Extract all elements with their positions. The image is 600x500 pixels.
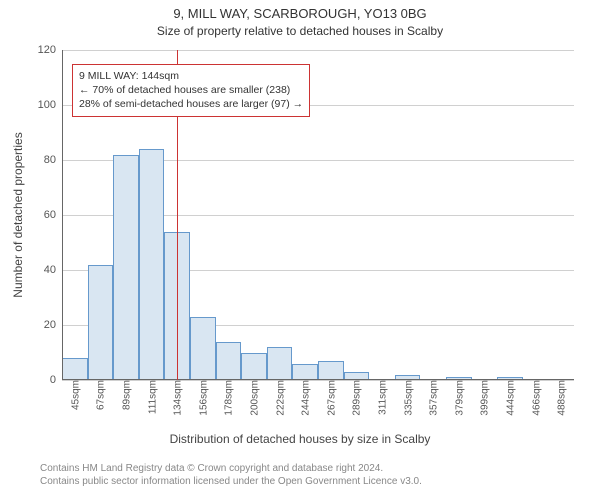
x-tick-label: 399sqm — [478, 380, 491, 416]
x-tick-label: 379sqm — [452, 380, 465, 416]
y-tick-label: 60 — [44, 209, 62, 221]
histogram-bar — [216, 342, 242, 381]
x-tick-label: 156sqm — [196, 380, 209, 416]
x-tick-label: 200sqm — [248, 380, 261, 416]
y-axis-label: Number of detached properties — [11, 132, 25, 297]
y-tick-label: 100 — [38, 99, 62, 111]
annotation-line: ← 70% of detached houses are smaller (23… — [79, 83, 303, 97]
histogram-bar — [241, 353, 267, 381]
y-tick-label: 120 — [38, 44, 62, 56]
x-tick-label: 45sqm — [68, 380, 81, 410]
x-tick-label: 444sqm — [504, 380, 517, 416]
x-tick-label: 289sqm — [350, 380, 363, 416]
x-tick-label: 134sqm — [171, 380, 184, 416]
histogram-bar — [267, 347, 293, 380]
y-axis — [62, 50, 63, 380]
y-tick-label: 20 — [44, 319, 62, 331]
page-subtitle: Size of property relative to detached ho… — [0, 24, 600, 38]
x-tick-label: 244sqm — [299, 380, 312, 416]
x-tick-label: 67sqm — [94, 380, 107, 410]
footer-attribution: Contains HM Land Registry data © Crown c… — [40, 462, 422, 488]
y-tick-label: 40 — [44, 264, 62, 276]
x-axis-label: Distribution of detached houses by size … — [0, 432, 600, 446]
footer-line1: Contains HM Land Registry data © Crown c… — [40, 462, 422, 475]
x-tick-label: 311sqm — [376, 380, 389, 415]
histogram-bar — [62, 358, 88, 380]
histogram-bar — [139, 149, 165, 380]
x-tick-label: 89sqm — [120, 380, 133, 410]
x-tick-label: 267sqm — [324, 380, 337, 416]
chart-container: 9, MILL WAY, SCARBOROUGH, YO13 0BG Size … — [0, 0, 600, 500]
x-axis — [62, 379, 574, 380]
x-tick-label: 222sqm — [273, 380, 286, 416]
annotation-line: 28% of semi-detached houses are larger (… — [79, 97, 303, 111]
x-tick-label: 335sqm — [401, 380, 414, 416]
histogram-bar — [190, 317, 216, 380]
y-tick-label: 0 — [50, 374, 62, 386]
grid-line — [62, 50, 574, 51]
annotation-callout: 9 MILL WAY: 144sqm← 70% of detached hous… — [72, 64, 310, 117]
histogram-bar — [88, 265, 114, 381]
y-tick-label: 80 — [44, 154, 62, 166]
x-tick-label: 357sqm — [427, 380, 440, 416]
x-tick-label: 111sqm — [145, 380, 158, 414]
histogram-bar — [113, 155, 139, 381]
footer-line2: Contains public sector information licen… — [40, 475, 422, 488]
histogram-bar — [292, 364, 318, 381]
page-title: 9, MILL WAY, SCARBOROUGH, YO13 0BG — [0, 6, 600, 21]
x-tick-label: 178sqm — [222, 380, 235, 416]
grid-line — [62, 380, 574, 381]
annotation-line: 9 MILL WAY: 144sqm — [79, 69, 303, 83]
x-tick-label: 466sqm — [529, 380, 542, 416]
x-tick-label: 488sqm — [555, 380, 568, 416]
histogram-bar — [318, 361, 344, 380]
